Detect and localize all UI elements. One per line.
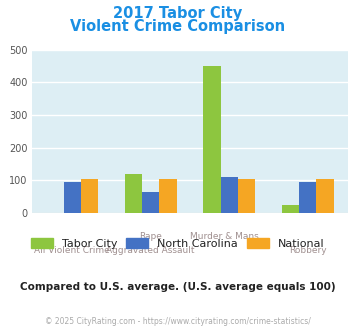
Bar <box>282 205 299 213</box>
Bar <box>125 174 142 213</box>
Bar <box>142 192 159 213</box>
Bar <box>203 66 220 213</box>
Text: Murder & Mans...: Murder & Mans... <box>191 232 268 241</box>
Bar <box>220 177 238 213</box>
Bar <box>299 182 316 213</box>
Text: © 2025 CityRating.com - https://www.cityrating.com/crime-statistics/: © 2025 CityRating.com - https://www.city… <box>45 317 310 326</box>
Legend: Tabor City, North Carolina, National: Tabor City, North Carolina, National <box>26 234 329 253</box>
Bar <box>238 179 255 213</box>
Bar <box>81 179 98 213</box>
Bar <box>64 182 81 213</box>
Text: Compared to U.S. average. (U.S. average equals 100): Compared to U.S. average. (U.S. average … <box>20 282 335 292</box>
Text: Robbery: Robbery <box>289 246 327 255</box>
Bar <box>159 179 176 213</box>
Text: Violent Crime Comparison: Violent Crime Comparison <box>70 19 285 34</box>
Text: All Violent Crime: All Violent Crime <box>34 246 110 255</box>
Bar <box>316 179 334 213</box>
Text: Rape: Rape <box>139 232 162 241</box>
Text: Aggravated Assault: Aggravated Assault <box>106 246 195 255</box>
Text: 2017 Tabor City: 2017 Tabor City <box>113 6 242 21</box>
